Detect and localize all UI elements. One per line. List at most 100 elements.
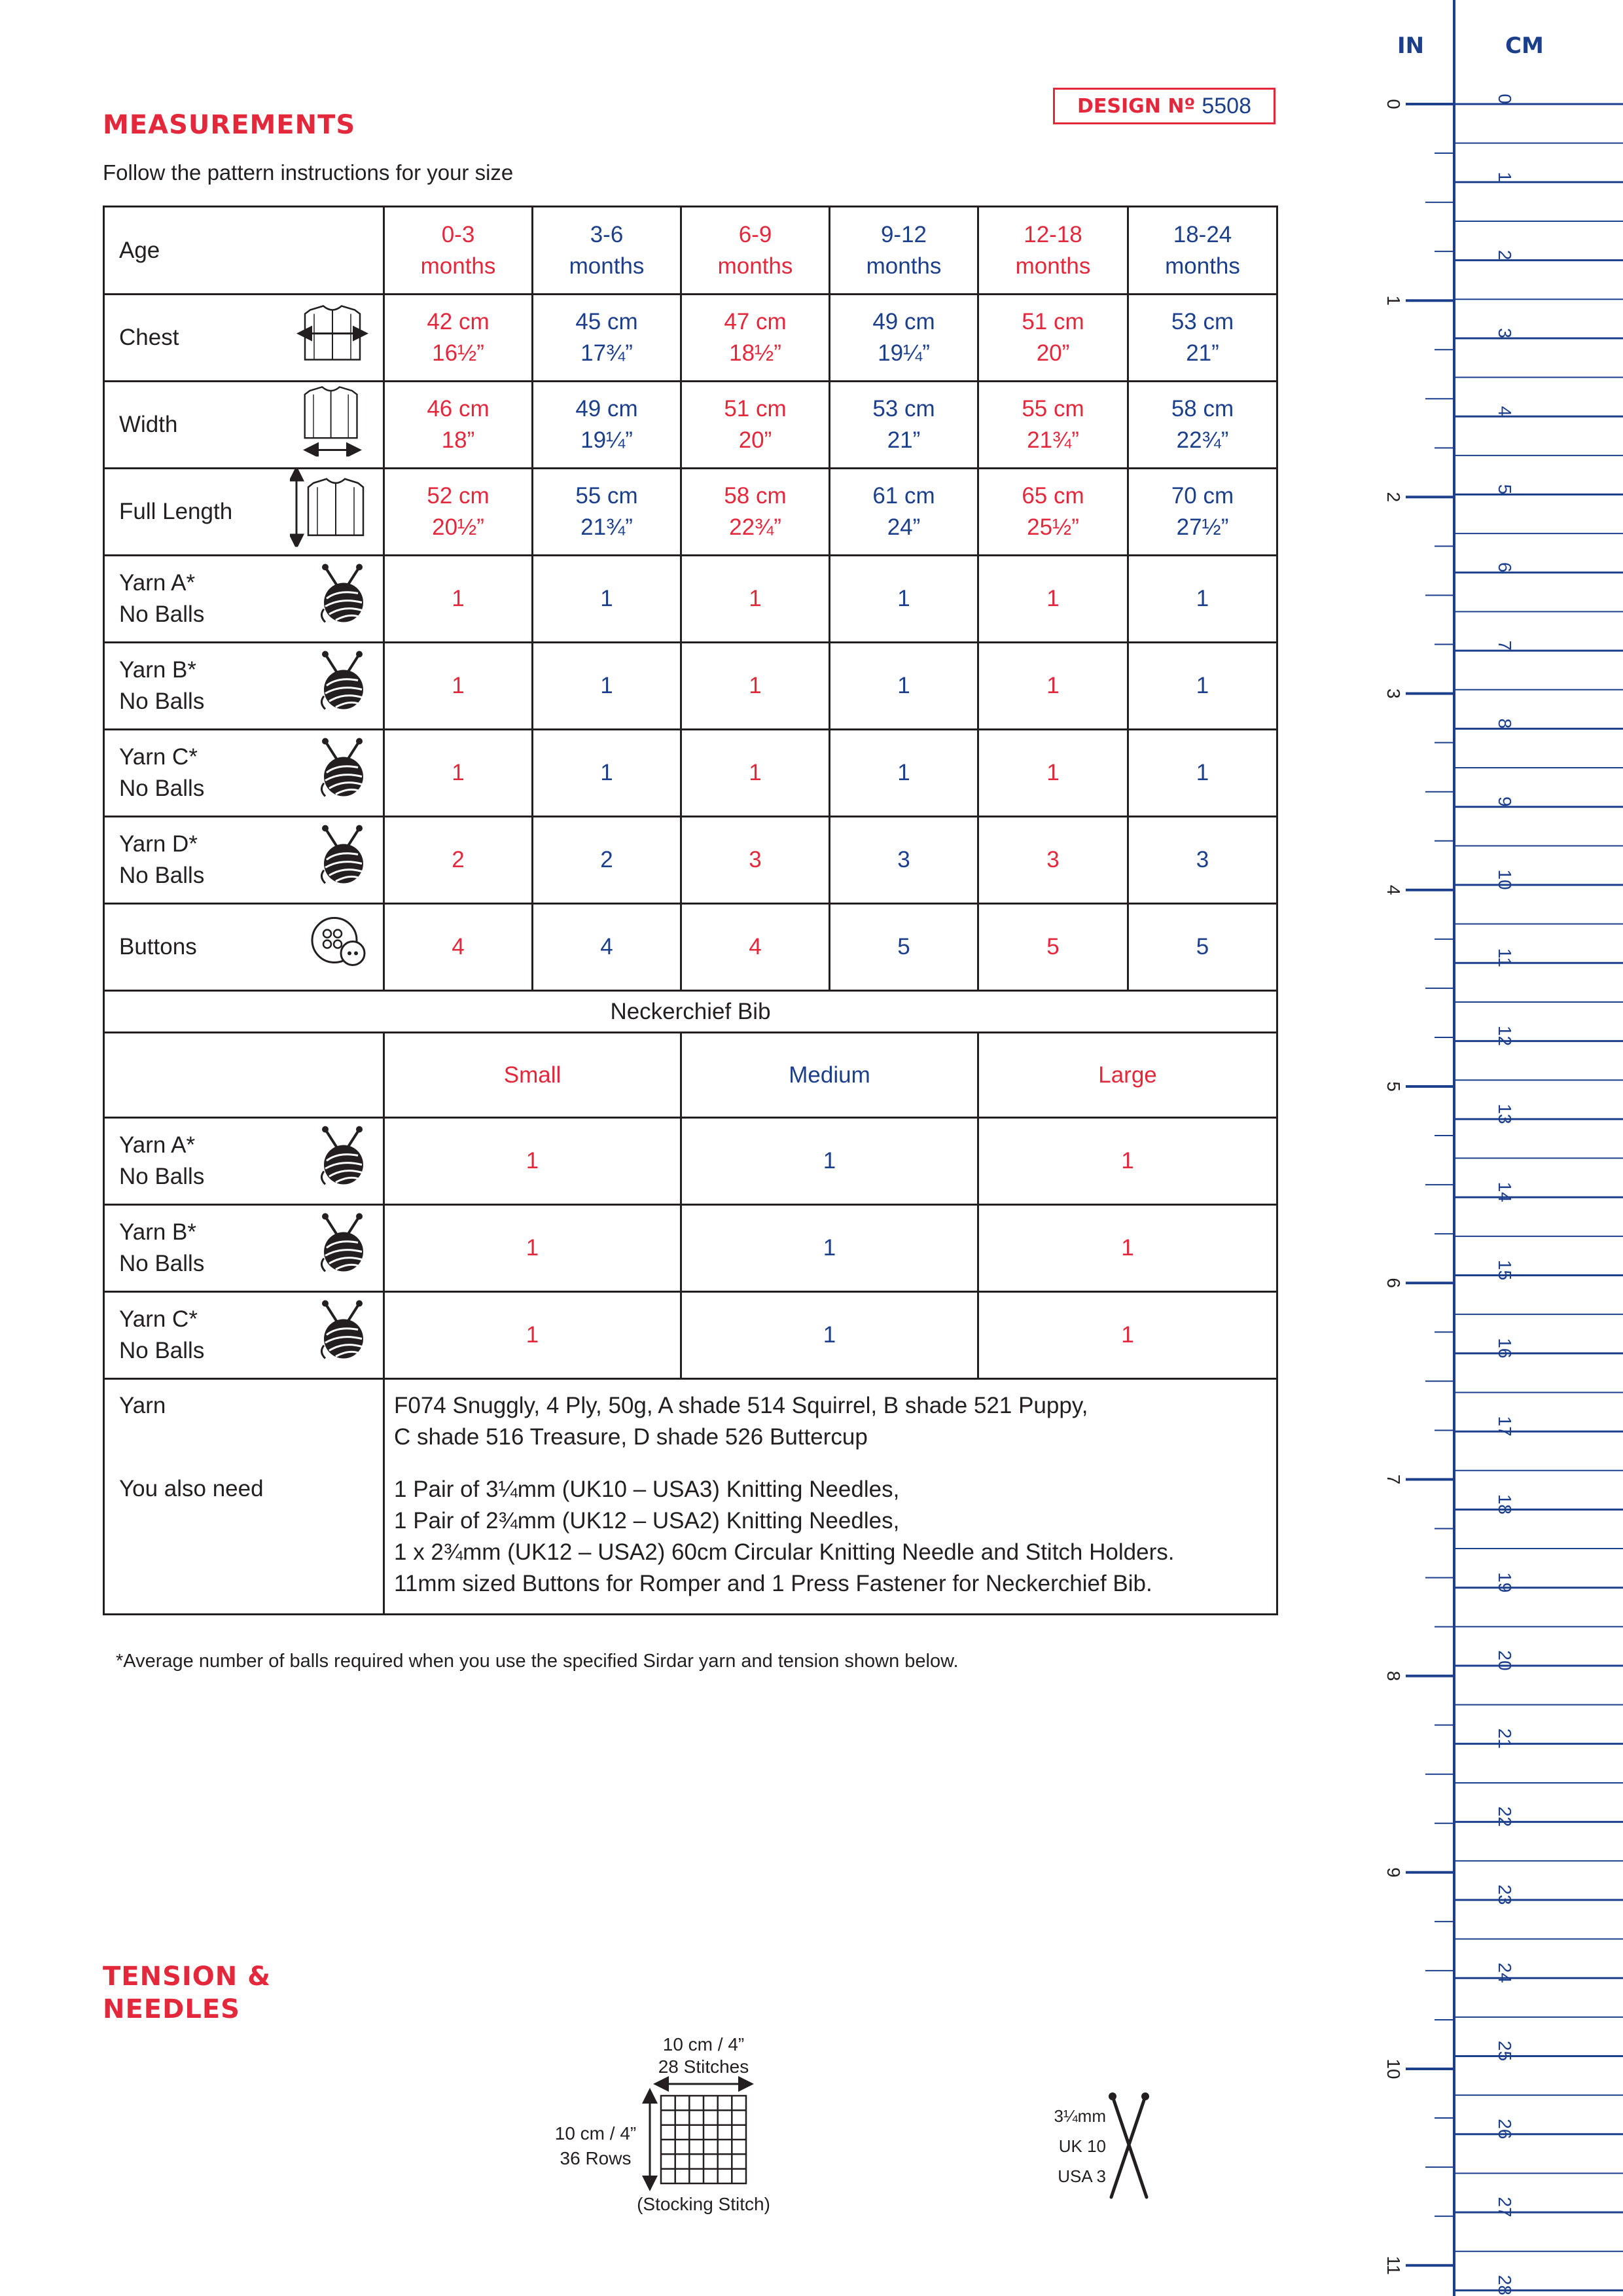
ruler-cm-number: 0 — [1495, 94, 1515, 104]
ruler-cm-number: 13 — [1495, 1103, 1515, 1124]
row-label-cell: Yarn B* No Balls — [103, 641, 385, 730]
ruler-cm-number: 18 — [1495, 1494, 1515, 1515]
ruler-cm-number: 10 — [1495, 869, 1515, 889]
value-inch: 21¾” — [580, 514, 633, 540]
value-cm: 53 cm — [872, 396, 935, 422]
ruler-inch-number: 2 — [1383, 492, 1404, 503]
row-label-cell: Yarn C* No Balls — [103, 1291, 385, 1380]
bib-size-row: Small Medium Large — [103, 1031, 1278, 1119]
ball-count: 2 — [452, 847, 465, 872]
value-cm: 45 cm — [575, 309, 638, 334]
size-range: 18-24 — [1173, 221, 1232, 247]
ruler-cm-number: 20 — [1495, 1650, 1515, 1670]
value-inch: 18” — [441, 427, 475, 453]
value-cell: 58 cm 22¾” — [680, 467, 830, 556]
value-cell: 1 — [383, 1204, 682, 1293]
value-cell: 4 — [531, 903, 682, 992]
bib-size-cell: Small — [383, 1031, 682, 1119]
button-icon — [310, 916, 368, 979]
yarn-row: Yarn C* No Balls 1 1 1 1 1 1 — [103, 728, 1278, 817]
button-count: 4 — [749, 934, 762, 960]
size-unit: months — [569, 253, 645, 279]
ruler-inch-number: 4 — [1383, 885, 1404, 895]
tension-rows-label: 36 Rows — [560, 2148, 632, 2168]
yarn-row: Yarn A* No Balls 1 1 1 1 1 1 — [103, 554, 1278, 643]
age-label: Age — [103, 206, 385, 295]
value-cell: 5 — [829, 903, 979, 992]
value-inch: 27½” — [1176, 514, 1229, 540]
value-cell: 1 — [977, 1117, 1278, 1206]
ruler-cm-number: 28 — [1495, 2275, 1515, 2295]
ball-count: 1 — [823, 1235, 836, 1261]
ball-count: 1 — [452, 586, 465, 611]
ball-count: 1 — [526, 1148, 539, 1174]
ruler-cm-number: 24 — [1495, 1963, 1515, 1983]
value-inch: 24” — [887, 514, 921, 540]
button-count: 5 — [897, 934, 910, 960]
value-cm: 58 cm — [1171, 396, 1234, 422]
row-label-cell: Chest — [103, 293, 385, 382]
row-label-cell: Yarn A* No Balls — [103, 1117, 385, 1206]
yarn-row: Yarn D* No Balls 2 2 3 3 3 3 — [103, 816, 1278, 905]
value-cell: 5 — [977, 903, 1129, 992]
row-label: Full Length — [119, 499, 233, 524]
bib-yarn-row: Yarn C* No Balls 1 1 1 — [103, 1291, 1278, 1380]
value-cell: 1 — [680, 641, 830, 730]
value-cell: 1 — [383, 1117, 682, 1206]
ruler-cm-number: 19 — [1495, 1572, 1515, 1592]
size-unit: months — [866, 253, 942, 279]
bib-size: Large — [1098, 1062, 1157, 1088]
ball-count: 3 — [1196, 847, 1209, 872]
cardigan-length-icon — [289, 465, 368, 556]
size-header-cell: 9-12 months — [829, 206, 979, 295]
yarn-info-row: Yarn You also need F074 Snuggly, 4 Ply, 50… — [103, 1378, 1278, 1615]
value-cell: 70 cm 27½” — [1127, 467, 1278, 556]
row-label: Chest — [119, 325, 179, 350]
yarn-ball-icon — [316, 1126, 368, 1197]
size-unit: months — [717, 253, 793, 279]
value-cell: 2 — [531, 816, 682, 905]
ruler-inch-number: 3 — [1383, 689, 1404, 699]
value-cell: 51 cm 20” — [680, 380, 830, 469]
ruler-cm-number: 27 — [1495, 2197, 1515, 2217]
yarn-label: Yarn C* — [119, 744, 198, 770]
ruler-cm-number: 22 — [1495, 1806, 1515, 1827]
ruler-cm-number: 23 — [1495, 1884, 1515, 1905]
size-header-cell: 18-24 months — [1127, 206, 1278, 295]
ball-count: 1 — [897, 673, 910, 698]
value-cell: 58 cm 22¾” — [1127, 380, 1278, 469]
yarn-ball-icon — [316, 1300, 368, 1371]
ruler-cm-number: 2 — [1495, 250, 1515, 260]
also-need-line: 1 Pair of 3¼mm (UK10 – USA3) Knitting Ne… — [394, 1477, 900, 1502]
ruler-cm-number: 11 — [1495, 948, 1515, 967]
yarn-label: Yarn C* — [119, 1306, 198, 1332]
balls-label: No Balls — [119, 1251, 205, 1276]
ball-count: 3 — [1046, 847, 1060, 872]
tension-stitch-type: (Stocking Stitch) — [637, 2194, 770, 2214]
ruler-cm-number: 4 — [1495, 406, 1515, 416]
yarn-info-detail-cell: F074 Snuggly, 4 Ply, 50g, A shade 514 Sq… — [383, 1378, 1278, 1615]
value-cell: 1 — [977, 728, 1129, 817]
size-header-cell: 6-9 months — [680, 206, 830, 295]
chest-row: Chest 42 cm 16½” 45 cm 17¾” 47 cm 18½” 49 cm 19¼… — [103, 293, 1278, 382]
ruler-cm-number: 3 — [1495, 328, 1515, 338]
value-cell: 4 — [680, 903, 830, 992]
size-unit: months — [420, 253, 496, 279]
size-range: 3-6 — [590, 221, 624, 247]
ball-count: 1 — [526, 1235, 539, 1261]
tension-height-label: 10 cm / 4” — [554, 2123, 637, 2144]
value-cell: 1 — [977, 554, 1129, 643]
bib-yarn-row: Yarn A* No Balls 1 1 1 — [103, 1117, 1278, 1206]
yarn-label: Yarn A* — [119, 570, 196, 596]
value-inch: 22¾” — [729, 514, 781, 540]
row-label: Width — [119, 412, 178, 437]
row-label-cell: Yarn A* No Balls — [103, 554, 385, 643]
ruler-inch-number: 10 — [1383, 2058, 1404, 2079]
value-cell: 1 — [383, 641, 533, 730]
ruler-inch-label: IN — [1397, 33, 1425, 59]
value-cell: 1 — [977, 641, 1129, 730]
full-length-row: Full Length 52 cm 20½” 55 cm 21¾” 58 cm 22¾” 61… — [103, 465, 1278, 556]
value-cell: 49 cm 19¼” — [829, 293, 979, 382]
ball-count: 2 — [600, 847, 613, 872]
ball-count: 1 — [1121, 1235, 1134, 1261]
